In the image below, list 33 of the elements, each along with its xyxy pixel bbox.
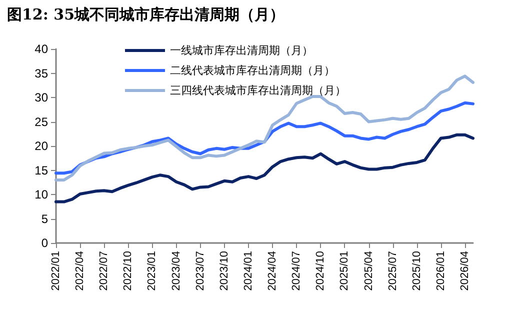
y-tick-label: 5 bbox=[41, 212, 48, 226]
x-tick-label: 2025/04 bbox=[362, 251, 375, 291]
line-series bbox=[54, 133, 474, 204]
legend-label: 三四线代表城市库存出清周期（月） bbox=[170, 84, 346, 97]
chart-title: 图12: 35城不同城市库存出清周期（月） bbox=[7, 6, 285, 24]
x-tick-label: 2024/07 bbox=[290, 251, 303, 291]
legend-label: 二线代表城市库存出清周期（月） bbox=[170, 64, 335, 77]
x-tick-label: 2023/01 bbox=[146, 251, 158, 291]
y-tick-label: 35 bbox=[34, 66, 48, 80]
line-series bbox=[54, 74, 474, 182]
x-tick-label: 2022/04 bbox=[74, 251, 86, 291]
y-tick-label: 40 bbox=[34, 42, 48, 56]
x-tick-label: 2022/01 bbox=[50, 251, 62, 291]
y-tick-label: 25 bbox=[34, 114, 48, 129]
y-tick-label: 30 bbox=[34, 90, 48, 104]
x-tick-label: 2023/04 bbox=[170, 251, 182, 291]
y-tick-label: 20 bbox=[34, 139, 48, 153]
x-tick-label: 2026/04 bbox=[458, 251, 471, 291]
x-tick-label: 2023/10 bbox=[218, 251, 230, 291]
legend-label: 一线城市库存出清周期（月） bbox=[170, 44, 313, 57]
x-tick-label: 2022/10 bbox=[122, 251, 134, 291]
x-tick-label: 2026/01 bbox=[434, 251, 447, 291]
x-tick-label: 2023/07 bbox=[194, 251, 206, 291]
x-tick-label: 2022/07 bbox=[98, 251, 110, 291]
x-tick-label: 2024/04 bbox=[266, 251, 279, 291]
x-tick-label: 2025/07 bbox=[386, 251, 399, 291]
x-tick-label: 2024/10 bbox=[314, 251, 327, 291]
y-tick-label: 10 bbox=[34, 188, 48, 202]
x-tick-label: 2024/01 bbox=[242, 251, 254, 291]
x-tick-label: 2025/01 bbox=[338, 251, 351, 291]
y-tick-label: 0 bbox=[41, 236, 48, 250]
y-tick-label: 15 bbox=[34, 163, 48, 178]
x-tick-label: 2025/10 bbox=[410, 251, 423, 291]
